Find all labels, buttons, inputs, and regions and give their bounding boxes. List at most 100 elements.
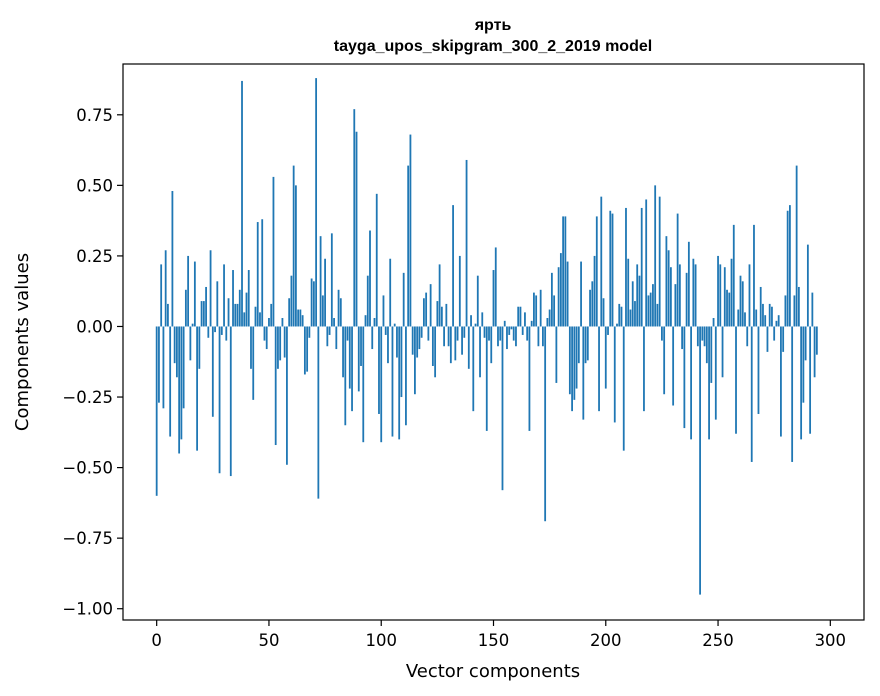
- bar: [425, 292, 428, 327]
- bar: [755, 309, 758, 327]
- bar: [611, 213, 614, 327]
- y-axis-label: Components values: [12, 253, 33, 431]
- bar: [573, 326, 576, 400]
- bar: [319, 236, 322, 327]
- bar: [481, 312, 484, 327]
- bar: [625, 207, 627, 327]
- bar: [690, 326, 692, 440]
- bar: [364, 315, 367, 327]
- bar: [568, 326, 571, 395]
- bar: [557, 267, 560, 327]
- y-tick-label: 0.75: [76, 106, 113, 125]
- bar: [175, 326, 178, 378]
- bar: [784, 295, 787, 327]
- bar: [353, 109, 356, 327]
- bar: [678, 264, 681, 327]
- bar: [200, 301, 203, 327]
- bar: [604, 326, 607, 389]
- bar: [272, 176, 275, 327]
- bar: [277, 326, 279, 369]
- bar: [405, 326, 407, 426]
- bar: [530, 320, 533, 327]
- bar: [299, 309, 302, 327]
- bar: [553, 295, 556, 327]
- bar: [440, 306, 443, 327]
- bar: [735, 326, 737, 434]
- bar: [184, 289, 187, 327]
- bar: [252, 326, 255, 400]
- bar: [586, 326, 589, 361]
- bar: [510, 326, 513, 330]
- bar: [317, 326, 320, 499]
- bar: [312, 281, 315, 327]
- bar: [571, 326, 573, 412]
- bar: [452, 205, 454, 327]
- x-tick-label: 150: [478, 631, 510, 650]
- bar: [789, 205, 791, 327]
- y-tick-label: −0.75: [62, 529, 113, 548]
- bar: [180, 326, 183, 440]
- bar: [708, 326, 710, 440]
- bar: [620, 306, 623, 327]
- bar: [169, 326, 172, 437]
- bar: [777, 315, 780, 327]
- bar: [746, 326, 749, 347]
- bar: [227, 298, 230, 327]
- bar: [328, 326, 331, 335]
- bar: [243, 312, 246, 327]
- y-tick-label: −0.50: [62, 459, 113, 478]
- bar: [191, 323, 194, 327]
- bar: [402, 272, 405, 327]
- bar: [290, 275, 293, 327]
- bar: [562, 216, 565, 327]
- bar: [580, 261, 582, 327]
- bar: [802, 326, 805, 403]
- bar: [164, 250, 167, 327]
- bar: [728, 292, 731, 327]
- y-tick-label: 0.50: [76, 176, 113, 195]
- bar: [638, 275, 641, 327]
- bar: [669, 267, 672, 327]
- bar: [281, 318, 284, 327]
- bar: [517, 306, 520, 327]
- bar: [672, 326, 675, 406]
- x-tick-label: 250: [702, 631, 734, 650]
- bar: [717, 255, 719, 327]
- bar: [544, 326, 547, 522]
- bar: [418, 326, 421, 350]
- bar: [589, 289, 591, 327]
- bar: [593, 255, 596, 327]
- bar: [797, 286, 800, 327]
- bar: [375, 193, 378, 327]
- bar: [613, 326, 616, 423]
- bar: [687, 241, 690, 327]
- bar: [155, 326, 158, 496]
- bar: [393, 323, 396, 327]
- bar: [766, 326, 769, 352]
- bar: [546, 318, 549, 327]
- bar: [384, 326, 387, 335]
- bar: [373, 318, 376, 327]
- bar: [750, 326, 753, 462]
- bar: [501, 326, 504, 491]
- x-tick-label: 100: [365, 631, 397, 650]
- bar: [584, 326, 587, 364]
- bar: [757, 326, 760, 414]
- bar: [782, 326, 785, 352]
- bar: [411, 326, 414, 355]
- bar: [533, 292, 535, 327]
- plot-area: [123, 64, 864, 620]
- bar: [382, 295, 385, 327]
- bar: [256, 222, 259, 327]
- bar: [434, 326, 437, 378]
- bar: [618, 303, 621, 327]
- bar: [694, 264, 697, 327]
- bar: [804, 326, 807, 361]
- bar: [555, 326, 558, 383]
- bar: [389, 258, 392, 327]
- bar: [506, 326, 508, 350]
- bar: [342, 326, 344, 378]
- bar: [508, 326, 511, 335]
- bar: [416, 326, 419, 358]
- bar: [714, 326, 717, 420]
